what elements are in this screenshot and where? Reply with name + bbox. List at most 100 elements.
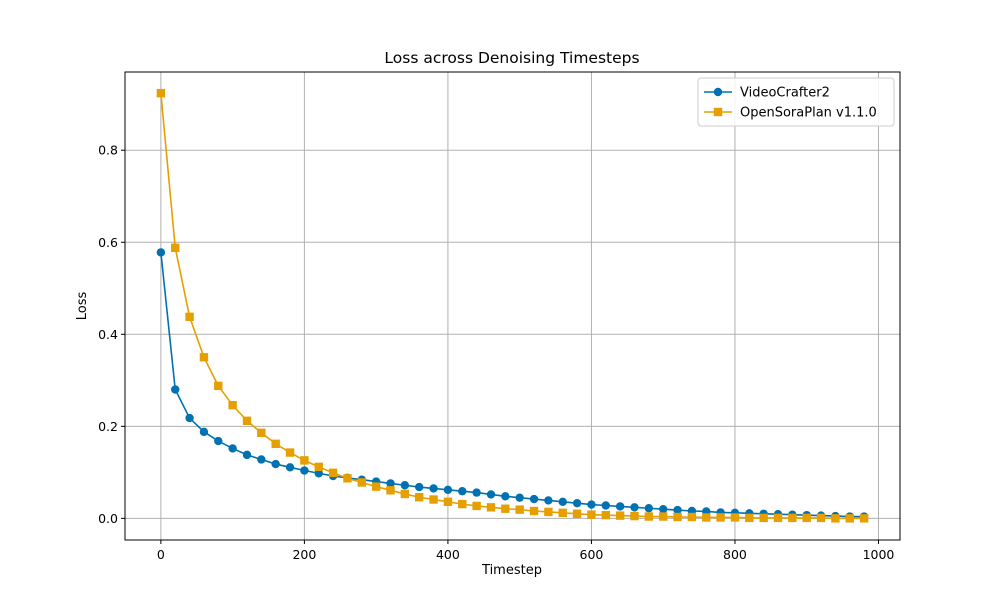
- data-point: [773, 513, 783, 523]
- data-point: [300, 466, 309, 475]
- data-point: [400, 489, 410, 499]
- data-point: [242, 416, 252, 426]
- legend-label: OpenSoraPlan v1.1.0: [740, 106, 877, 121]
- data-point: [458, 499, 467, 509]
- data-point: [228, 400, 237, 410]
- data-point: [199, 427, 209, 437]
- data-point: [386, 486, 395, 495]
- legend-swatch-marker: [713, 107, 723, 117]
- data-point: [300, 456, 309, 465]
- data-point: [630, 511, 639, 521]
- data-point: [515, 505, 524, 514]
- data-point: [658, 504, 668, 514]
- data-point: [501, 504, 510, 513]
- data-point: [314, 462, 323, 472]
- legend-label: VideoCrafter2: [740, 86, 830, 101]
- data-point: [529, 506, 539, 516]
- data-point: [788, 513, 797, 523]
- x-tick-label: 800: [723, 547, 747, 562]
- data-point: [443, 485, 453, 495]
- plot-frame: [124, 71, 901, 541]
- data-point: [185, 312, 194, 322]
- data-point: [429, 495, 438, 504]
- data-point: [443, 497, 453, 507]
- data-point: [214, 381, 223, 391]
- data-point: [544, 496, 553, 505]
- series-layer: [156, 88, 869, 523]
- data-point: [601, 510, 610, 520]
- data-point: [271, 439, 280, 449]
- data-point: [687, 512, 697, 522]
- y-axis-label: Loss: [75, 292, 90, 321]
- legend-item: VideoCrafter2: [704, 86, 830, 101]
- data-point: [515, 493, 524, 502]
- x-tick-label: 200: [292, 547, 316, 562]
- data-point: [745, 513, 754, 523]
- y-tick-label: 0.4: [98, 327, 118, 342]
- data-point: [343, 474, 352, 483]
- data-point: [702, 513, 711, 522]
- data-point: [730, 513, 740, 522]
- data-point: [673, 505, 682, 515]
- data-point: [601, 501, 610, 510]
- data-point: [802, 513, 811, 523]
- chart-title: Loss across Denoising Timesteps: [384, 49, 639, 67]
- data-point: [156, 88, 166, 98]
- data-point: [859, 514, 869, 523]
- data-point: [644, 512, 654, 521]
- series-2: [156, 88, 869, 523]
- data-point: [429, 484, 438, 493]
- data-point: [658, 512, 668, 521]
- data-point: [572, 509, 582, 518]
- x-tick-label: 400: [436, 547, 460, 562]
- x-tick-label: 0: [157, 547, 165, 562]
- data-point: [371, 482, 381, 491]
- data-point: [486, 503, 496, 512]
- y-tick-label: 0.2: [98, 419, 118, 434]
- y-tick-label: 0.6: [98, 235, 118, 250]
- x-tick-label: 600: [580, 547, 604, 562]
- y-tick-label: 0.0: [98, 511, 118, 526]
- legend-box: [697, 77, 895, 127]
- x-tick-label: 1000: [863, 547, 895, 562]
- data-point: [357, 478, 367, 487]
- data-point: [285, 448, 295, 457]
- data-point: [759, 513, 768, 523]
- data-point: [214, 436, 223, 446]
- legend-item: OpenSoraPlan v1.1.0: [704, 106, 877, 121]
- data-point: [185, 413, 194, 423]
- data-point: [615, 511, 625, 520]
- data-point: [285, 463, 295, 472]
- data-point: [458, 487, 467, 496]
- data-point: [314, 469, 323, 478]
- data-point: [572, 498, 582, 508]
- data-point: [615, 502, 625, 511]
- data-point: [630, 503, 639, 512]
- data-point: [529, 494, 539, 504]
- x-axis-label: Timestep: [481, 563, 542, 578]
- data-point: [242, 450, 252, 460]
- data-point: [171, 385, 180, 394]
- legend-swatch-marker: [713, 87, 723, 97]
- data-point: [501, 492, 510, 501]
- data-point: [199, 353, 209, 362]
- data-point: [415, 493, 424, 502]
- data-point: [156, 248, 166, 257]
- data-point: [673, 512, 682, 522]
- data-point: [644, 504, 654, 513]
- data-point: [472, 488, 481, 497]
- data-point: [400, 481, 410, 490]
- data-point: [171, 243, 180, 252]
- data-point: [544, 507, 553, 517]
- data-point: [558, 508, 567, 518]
- legend: VideoCrafter2 OpenSoraPlan v1.1.0: [697, 77, 895, 127]
- data-point: [587, 510, 596, 519]
- data-point: [472, 501, 481, 511]
- data-point: [845, 514, 854, 523]
- data-point: [831, 514, 840, 523]
- ticks: 0 200 400 600 800 1000 0.0 0.2 0.4 0.6 0.8: [98, 143, 894, 562]
- data-point: [486, 490, 496, 499]
- data-point: [228, 444, 237, 453]
- data-point: [257, 455, 266, 464]
